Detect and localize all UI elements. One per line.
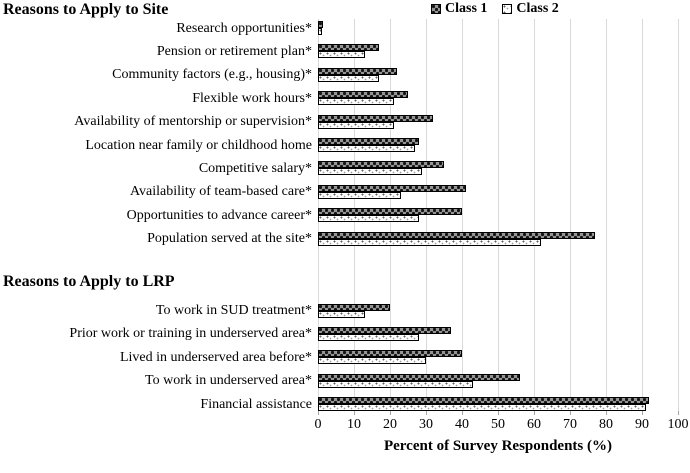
- x-tick-label: 30: [419, 417, 433, 432]
- bar-class1: [318, 303, 390, 311]
- bar-class2: [318, 310, 365, 318]
- bar-class2: [318, 168, 423, 176]
- category-label: Pension or retirement plan*: [156, 43, 312, 59]
- legend-label-class-2: Class 2: [516, 1, 559, 16]
- bar-class1: [318, 44, 380, 52]
- category-label: Population served at the site*: [147, 231, 312, 247]
- bar-class2: [318, 121, 394, 129]
- x-axis-tick: [426, 411, 427, 415]
- x-tick-label: 50: [491, 417, 505, 432]
- chart-legend: Class 1 Class 2: [431, 1, 559, 17]
- x-axis-tick: [570, 411, 571, 415]
- gridline: [642, 19, 643, 411]
- x-axis-tick: [534, 411, 535, 415]
- bar-class2: [318, 215, 419, 223]
- legend-item-class-2: Class 2: [502, 1, 559, 17]
- x-axis-tick: [318, 411, 319, 415]
- x-tick-label: 100: [667, 417, 689, 432]
- category-label: Financial assistance: [200, 396, 312, 412]
- x-tick-label: 90: [635, 417, 649, 432]
- bar-class2: [318, 74, 380, 82]
- category-label: Research opportunities*: [176, 20, 312, 36]
- x-axis-tick: [354, 411, 355, 415]
- x-axis-tick: [390, 411, 391, 415]
- category-label: Competitive salary*: [198, 160, 312, 176]
- x-tick-label: 40: [455, 417, 469, 432]
- bar-class1: [318, 373, 520, 381]
- bar-class1: [318, 326, 452, 334]
- bar-class1: [318, 67, 398, 75]
- category-label: Lived in underserved area before*: [119, 349, 312, 365]
- legend-item-class-1: Class 1: [431, 1, 487, 17]
- gridline: [534, 19, 535, 411]
- bar-class1: [318, 231, 596, 239]
- legend-label-class-1: Class 1: [445, 1, 488, 16]
- category-label: To work in underserved area*: [145, 373, 312, 389]
- bar-class2: [318, 191, 401, 199]
- class2-pattern-swatch-icon: [502, 4, 513, 14]
- x-tick-label: 70: [563, 417, 577, 432]
- x-tick-label: 20: [383, 417, 397, 432]
- x-tick-label: 80: [599, 417, 613, 432]
- x-tick-label: 0: [314, 417, 322, 432]
- bar-class1: [318, 350, 462, 358]
- bar-class2: [318, 238, 542, 246]
- category-label: Flexible work hours*: [192, 90, 312, 106]
- gridline: [498, 19, 499, 411]
- x-tick-label: 10: [347, 417, 361, 432]
- x-axis-tick: [678, 411, 679, 415]
- bar-class2: [318, 28, 322, 35]
- class1-pattern-swatch-icon: [431, 4, 441, 14]
- gridline: [462, 19, 463, 411]
- bar-class2: [318, 145, 416, 152]
- bar-class2: [318, 380, 473, 388]
- bar-class1: [318, 91, 408, 99]
- gridline: [606, 19, 607, 411]
- category-label: To work in SUD treatment*: [155, 303, 312, 318]
- bar-class1: [318, 161, 444, 169]
- bar-class1: [318, 114, 434, 122]
- gridline: [570, 19, 571, 411]
- x-tick-label: 60: [527, 417, 541, 432]
- x-axis-title: Percent of Survey Respondents (%): [383, 438, 613, 454]
- bar-class1: [318, 21, 324, 28]
- category-label: Community factors (e.g., housing)*: [112, 67, 312, 83]
- bar-class1: [318, 184, 466, 192]
- category-label: Opportunities to advance career*: [126, 207, 312, 223]
- bar-class1: [318, 138, 419, 145]
- bar-class2: [318, 333, 419, 341]
- section-heading: Reasons to Apply to LRP: [3, 273, 175, 290]
- x-axis-tick: [498, 411, 499, 415]
- category-label: Location near family or childhood home: [85, 137, 312, 153]
- bar-class2: [318, 404, 646, 412]
- section-heading: Reasons to Apply to Site: [3, 1, 169, 18]
- bar-class1: [318, 208, 462, 216]
- x-axis-tick: [606, 411, 607, 415]
- bar-class2: [318, 357, 426, 365]
- category-label: Prior work or training in underserved ar…: [69, 326, 312, 342]
- category-label: Availability of team-based care*: [129, 184, 312, 200]
- bar-class2: [318, 51, 365, 59]
- bar-class1: [318, 397, 650, 405]
- gridline: [678, 19, 679, 411]
- bar-class2: [318, 98, 394, 106]
- x-axis-tick: [642, 411, 643, 415]
- x-axis-tick: [462, 411, 463, 415]
- category-label: Availability of mentorship or supervisio…: [74, 114, 312, 130]
